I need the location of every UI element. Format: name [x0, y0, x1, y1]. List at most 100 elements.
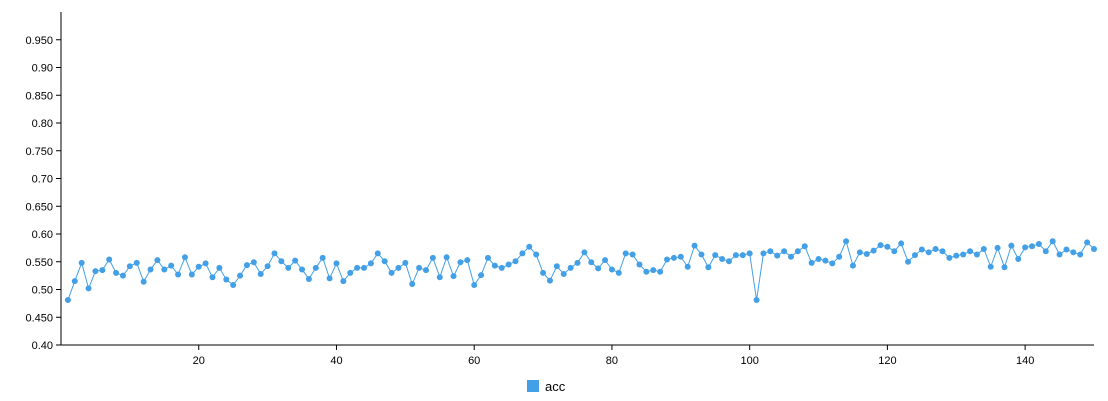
data-point[interactable] — [71, 278, 78, 285]
data-point[interactable] — [567, 264, 574, 271]
data-point[interactable] — [973, 251, 980, 258]
data-point[interactable] — [877, 242, 884, 249]
legend[interactable]: acc — [527, 379, 566, 394]
data-point[interactable] — [416, 264, 423, 271]
data-point[interactable] — [175, 271, 182, 278]
data-point[interactable] — [92, 268, 99, 275]
data-point[interactable] — [484, 254, 491, 261]
data-point[interactable] — [271, 250, 278, 257]
data-point[interactable] — [305, 275, 312, 282]
data-point[interactable] — [677, 253, 684, 260]
data-point[interactable] — [443, 254, 450, 261]
data-point[interactable] — [980, 245, 987, 252]
data-point[interactable] — [657, 268, 664, 275]
data-point[interactable] — [719, 255, 726, 262]
data-point[interactable] — [581, 249, 588, 256]
data-point[interactable] — [409, 280, 416, 287]
data-point[interactable] — [643, 268, 650, 275]
data-point[interactable] — [381, 258, 388, 265]
data-point[interactable] — [147, 266, 154, 273]
data-point[interactable] — [732, 252, 739, 259]
data-point[interactable] — [843, 238, 850, 245]
data-point[interactable] — [664, 256, 671, 263]
data-point[interactable] — [209, 274, 216, 281]
data-point[interactable] — [829, 260, 836, 267]
data-point[interactable] — [712, 252, 719, 259]
data-point[interactable] — [354, 264, 361, 271]
data-point[interactable] — [491, 262, 498, 269]
data-point[interactable] — [216, 264, 223, 271]
data-point[interactable] — [292, 257, 299, 264]
data-point[interactable] — [560, 270, 567, 277]
data-point[interactable] — [595, 265, 602, 272]
data-point[interactable] — [1029, 243, 1036, 250]
data-point[interactable] — [1049, 238, 1056, 245]
data-point[interactable] — [181, 254, 188, 261]
data-point[interactable] — [395, 264, 402, 271]
data-point[interactable] — [863, 250, 870, 257]
data-point[interactable] — [230, 282, 237, 289]
data-point[interactable] — [319, 254, 326, 261]
data-point[interactable] — [1008, 242, 1015, 249]
data-point[interactable] — [478, 272, 485, 279]
data-point[interactable] — [505, 261, 512, 268]
data-point[interactable] — [361, 264, 368, 271]
data-point[interactable] — [870, 247, 877, 254]
data-point[interactable] — [670, 254, 677, 261]
data-point[interactable] — [608, 266, 615, 273]
data-point[interactable] — [119, 272, 126, 279]
data-point[interactable] — [243, 262, 250, 269]
data-point[interactable] — [856, 249, 863, 256]
data-point[interactable] — [1084, 239, 1091, 246]
data-point[interactable] — [457, 259, 464, 266]
data-point[interactable] — [540, 269, 547, 276]
data-point[interactable] — [726, 258, 733, 265]
data-point[interactable] — [588, 259, 595, 266]
data-point[interactable] — [126, 263, 133, 270]
data-point[interactable] — [99, 267, 106, 274]
data-point[interactable] — [849, 262, 856, 269]
data-point[interactable] — [402, 259, 409, 266]
data-point[interactable] — [367, 260, 374, 267]
data-point[interactable] — [333, 260, 340, 267]
data-point[interactable] — [691, 242, 698, 249]
data-point[interactable] — [347, 269, 354, 276]
data-point[interactable] — [450, 273, 457, 280]
data-point[interactable] — [374, 250, 381, 257]
data-point[interactable] — [905, 258, 912, 265]
data-point[interactable] — [1022, 244, 1029, 251]
data-point[interactable] — [1077, 251, 1084, 258]
data-point[interactable] — [285, 264, 292, 271]
data-point[interactable] — [987, 263, 994, 270]
data-point[interactable] — [602, 257, 609, 264]
data-point[interactable] — [794, 248, 801, 255]
data-point[interactable] — [574, 259, 581, 266]
data-point[interactable] — [312, 264, 319, 271]
data-point[interactable] — [891, 248, 898, 255]
data-point[interactable] — [436, 274, 443, 281]
data-point[interactable] — [622, 250, 629, 257]
data-point[interactable] — [223, 276, 230, 283]
data-point[interactable] — [615, 269, 622, 276]
data-point[interactable] — [994, 244, 1001, 251]
data-point[interactable] — [898, 240, 905, 247]
data-point[interactable] — [85, 285, 92, 292]
data-point[interactable] — [299, 266, 306, 273]
data-point[interactable] — [705, 264, 712, 271]
data-point[interactable] — [774, 252, 781, 259]
data-point[interactable] — [78, 259, 85, 266]
data-point[interactable] — [753, 297, 760, 304]
data-point[interactable] — [237, 272, 244, 279]
data-point[interactable] — [1063, 246, 1070, 253]
data-point[interactable] — [739, 252, 746, 259]
data-point[interactable] — [188, 271, 195, 278]
data-point[interactable] — [264, 263, 271, 270]
data-point[interactable] — [822, 257, 829, 264]
data-point[interactable] — [464, 257, 471, 264]
data-point[interactable] — [946, 254, 953, 261]
data-point[interactable] — [168, 262, 175, 269]
data-point[interactable] — [815, 255, 822, 262]
data-point[interactable] — [195, 263, 202, 270]
data-point[interactable] — [326, 275, 333, 282]
data-point[interactable] — [471, 282, 478, 289]
